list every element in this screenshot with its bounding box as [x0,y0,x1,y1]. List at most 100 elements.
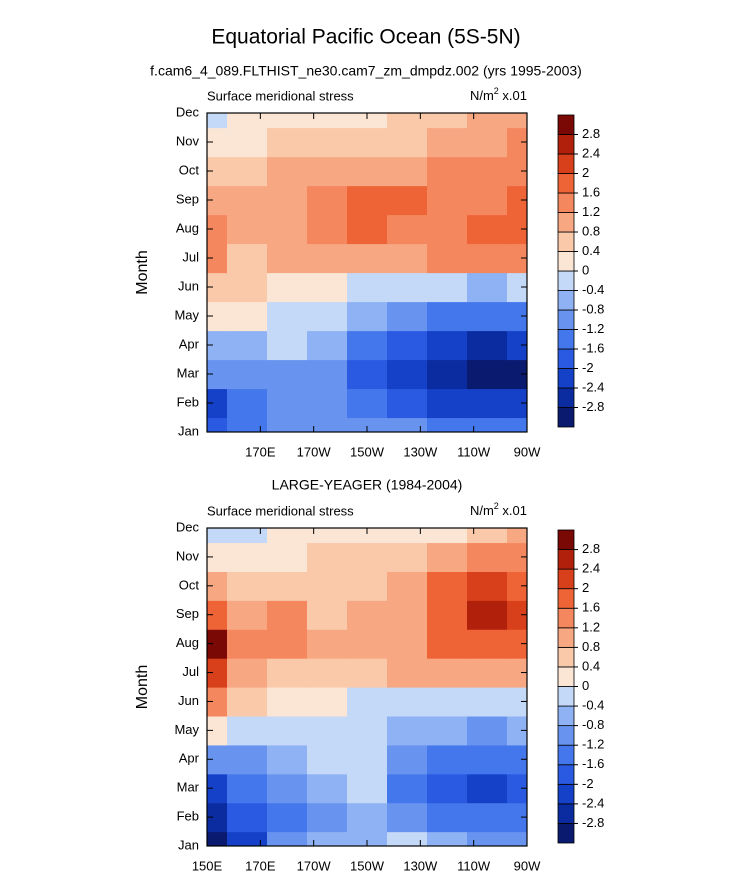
contour-cell [227,243,268,274]
contour-cell [227,715,268,746]
contour-cell [267,600,308,630]
contour-cell [427,359,468,390]
contour-cell [427,214,468,245]
colorbar-label: -2.8 [582,815,604,830]
contour-cell [267,715,308,746]
contour-cell [227,113,268,129]
colorbar-box [557,251,575,272]
y-tick-label: Nov [176,548,200,563]
contour-cell [227,359,268,390]
colorbar-box [557,646,575,668]
contour-cell [387,528,428,544]
contour-cell [387,600,428,630]
contour-cell [507,156,527,187]
colorbar-label: -1.2 [582,737,604,752]
field [207,113,527,432]
contour-cell [207,243,228,274]
contour-cell [307,528,348,544]
contour-cell [267,359,308,390]
units-label: N/m2 x.01 [470,86,527,103]
contour-cell [347,156,388,187]
contour-cell [267,528,308,544]
contour-cell [307,417,348,432]
contour-cell [207,127,228,158]
contour-cell [207,600,228,630]
contour-cell [467,600,508,630]
colorbar-box [557,407,575,428]
contour-cell [387,658,428,688]
y-tick-label: Oct [179,577,200,592]
contour-cell [427,687,468,717]
contour-cell [347,417,388,432]
contour-cell [207,773,228,804]
units-sup: 2 [494,501,499,511]
contour-cell [347,272,388,303]
colorbar-box [557,153,575,174]
contour-cell [227,156,268,187]
y-tick-label: Feb [177,394,199,409]
contour-cell [387,214,428,245]
contour-cell [427,831,468,846]
contour-cell [427,600,468,630]
contour-cell [467,127,508,158]
contour-cell [507,658,527,688]
contour-cell [227,773,268,804]
contour-cell [387,417,428,432]
contour-cell [347,113,388,129]
colorbar-label: 2 [582,580,589,595]
y-axis-label: Month [134,665,151,709]
contour-cell [387,156,428,187]
contour-cell [227,388,268,419]
contour-cell [307,272,348,303]
x-tick-label: 150W [350,858,385,873]
contour-cell [507,600,527,630]
colorbar-label: -1.6 [582,756,604,771]
contour-cell [467,301,508,332]
contour-cell [387,113,428,129]
contour-cell [467,658,508,688]
contour-cell [427,272,468,303]
x-tick-label: 170W [297,444,332,459]
y-tick-label: Jul [182,664,199,679]
contour-cell [427,802,468,833]
y-tick-label: Jul [182,249,199,264]
contour-cell [387,571,428,601]
subtitle: f.cam6_4_089.FLTHIST_ne30.cam7_zm_dmpdz.… [150,63,582,79]
y-tick-label: Aug [176,635,199,650]
colorbar-label: 1.6 [582,600,600,615]
colorbar-box [557,231,575,252]
contour-cell [227,127,268,158]
y-tick-label: Jan [178,423,199,438]
colorbar-label: 2.4 [582,561,600,576]
contour-cell [267,330,308,361]
colorbar-box [557,309,575,330]
contour-cell [307,773,348,804]
colorbar-label: 0.8 [582,639,600,654]
contour-cell [207,156,228,187]
contour-cell [507,831,527,846]
contour-cell [227,330,268,361]
contour-cell [227,185,268,216]
contour-cell [507,629,527,659]
contour-cell [347,214,388,245]
contour-cell [307,629,348,659]
y-tick-label: Oct [179,162,200,177]
contour-cell [307,214,348,245]
y-tick-label: Jun [178,693,199,708]
colorbar-box [557,192,575,213]
contour-cell [427,715,468,746]
contour-cell [227,831,268,846]
colorbar-label: 1.2 [582,619,600,634]
contour-cell [467,156,508,187]
contour-cell [227,301,268,332]
contour-cell [267,629,308,659]
contour-cell [387,773,428,804]
contour-cell [307,542,348,572]
contour-cell [467,359,508,390]
colorbar-box [557,134,575,155]
contour-cell [507,571,527,601]
contour-cell [207,359,228,390]
x-tick-label: 150W [350,444,385,459]
contour-cell [347,629,388,659]
contour-cell [267,687,308,717]
